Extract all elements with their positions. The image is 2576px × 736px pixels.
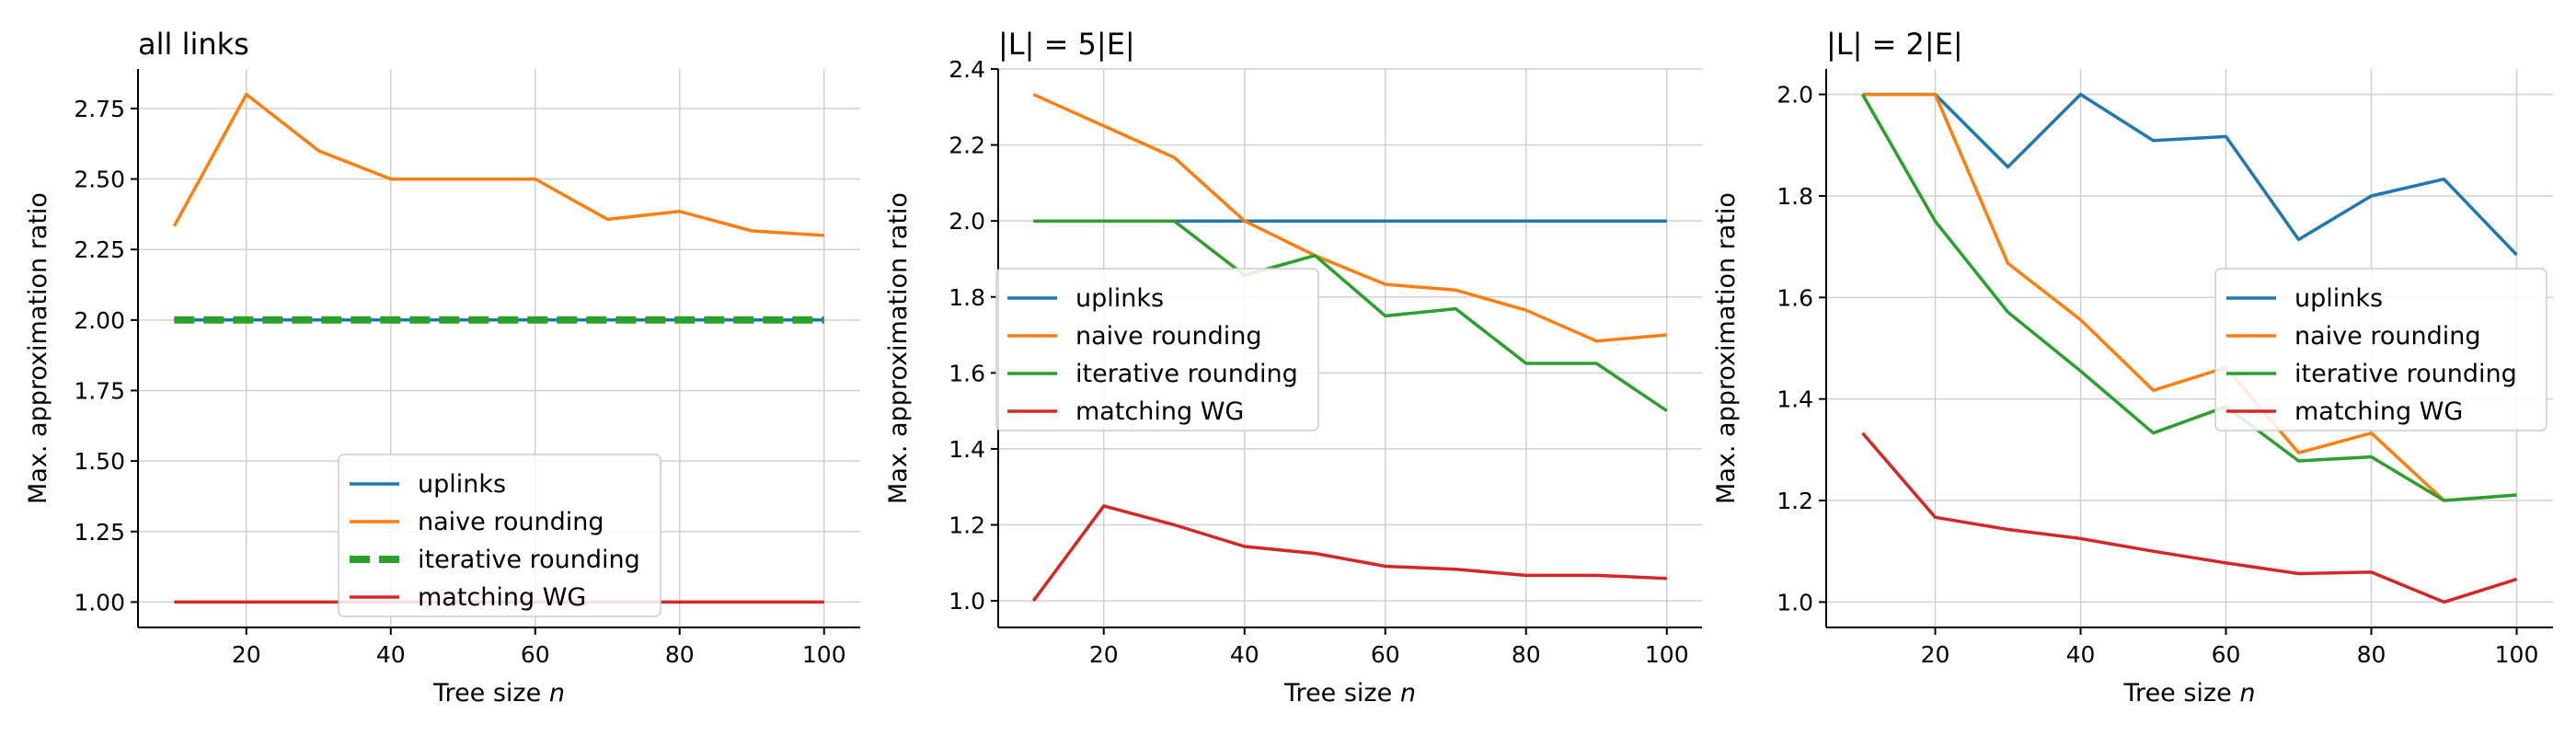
- legend-entry: iterative rounding: [418, 546, 640, 574]
- y-tick-label: 1.4: [1777, 386, 1813, 413]
- legend-entry: naive rounding: [2294, 322, 2480, 351]
- series-line-iterative-rounding: [1033, 219, 1668, 413]
- y-tick-label: 2.25: [74, 236, 125, 263]
- x-tick-label: 20: [1921, 641, 1950, 668]
- x-tick-label: 40: [376, 641, 406, 668]
- y-tick-label: 1.2: [1777, 488, 1813, 514]
- legend-entry: naive rounding: [1075, 322, 1261, 351]
- legend: uplinks naive rounding iterative rounding m…: [995, 268, 1319, 431]
- x-tick-label: 60: [2212, 641, 2241, 668]
- x-axis-label: Tree size n: [432, 679, 565, 707]
- y-tick-label: 2.50: [74, 167, 125, 193]
- x-tick-label: 40: [2066, 641, 2096, 668]
- y-tick-label: 1.25: [74, 519, 125, 546]
- y-tick-label: 1.50: [74, 448, 125, 475]
- x-axis-label-text: Tree size: [2123, 679, 2232, 707]
- series-line-naive-rounding: [1032, 93, 1667, 343]
- y-tick-label: 1.2: [949, 512, 985, 539]
- x-axis-label-variable: n: [2239, 679, 2255, 707]
- x-axis-label-text: Tree size: [432, 679, 541, 707]
- series-line-naive-rounding: [172, 92, 824, 237]
- chart-panel-1: 20 40 60 80 100 1.00 1.25 1.50 1.75 2.00 2.25 2.50 2…: [24, 27, 860, 707]
- y-tick-label: 2.4: [949, 56, 985, 83]
- y-tick-label: 1.6: [1777, 284, 1813, 311]
- legend-entry: iterative rounding: [2294, 360, 2517, 388]
- x-axis-label: Tree size n: [1283, 679, 1416, 707]
- legend-entry: iterative rounding: [1075, 360, 1298, 388]
- x-tick-label: 20: [1089, 641, 1119, 668]
- legend-entry: matching WG: [2294, 397, 2463, 426]
- chart-panel-3: 20 40 60 80 100 1.0 1.2 1.4 1.6 1.8 2.0 |L| = 2|E| T…: [1712, 27, 2553, 707]
- legend-entry: matching WG: [418, 583, 586, 612]
- legend: uplinks naive rounding iterative rounding m…: [338, 454, 661, 617]
- y-tick-label: 1.75: [74, 377, 125, 404]
- x-tick-label: 20: [232, 641, 261, 668]
- legend: uplinks naive rounding iterative rounding m…: [2214, 268, 2547, 431]
- legend-box: [995, 268, 1319, 431]
- series-line-matching-wg: [1031, 504, 1667, 603]
- x-tick-label: 60: [521, 641, 550, 668]
- chart-panel-2: 20 40 60 80 100 1.0 1.2 1.4 1.6 1.8 2.0 2.2 2.4 |L| =…: [884, 27, 1702, 707]
- legend-box: [338, 454, 661, 617]
- legend-entry: uplinks: [418, 470, 506, 499]
- y-tick-label: 2.75: [74, 96, 125, 122]
- x-tick-label: 100: [2495, 641, 2539, 668]
- chart-title: |L| = 2|E|: [1826, 27, 1963, 62]
- y-axis-label: Max. approximation ratio: [24, 192, 52, 504]
- series-line-matching-wg: [1861, 431, 2518, 604]
- y-axis-label: Max. approximation ratio: [1712, 192, 1741, 504]
- y-tick-label: 2.00: [74, 307, 125, 334]
- x-tick-label: 100: [802, 641, 846, 668]
- y-axis-label: Max. approximation ratio: [884, 192, 913, 504]
- y-tick-label: 1.6: [949, 360, 985, 386]
- series-line-naive-rounding: [1862, 92, 2517, 502]
- y-tick-label: 1.0: [1777, 589, 1813, 615]
- y-tick-label: 1.8: [1777, 183, 1813, 210]
- chart-title: all links: [138, 27, 249, 62]
- legend-entry: uplinks: [2294, 284, 2383, 313]
- x-tick-label: 40: [1230, 641, 1259, 668]
- x-axis-label-text: Tree size: [1283, 679, 1392, 707]
- x-tick-label: 80: [2357, 641, 2386, 668]
- x-tick-label: 100: [1645, 641, 1689, 668]
- series-line-uplinks: [1862, 92, 2518, 257]
- legend-entry: uplinks: [1075, 284, 1164, 313]
- y-tick-label: 1.8: [949, 284, 985, 311]
- x-tick-label: 60: [1371, 641, 1400, 668]
- legend-box: [2214, 268, 2547, 431]
- y-tick-label: 2.2: [949, 132, 985, 159]
- y-tick-label: 2.0: [1777, 82, 1813, 109]
- x-axis-label-variable: n: [1400, 679, 1416, 707]
- y-tick-label: 2.0: [949, 208, 985, 235]
- legend-entry: naive rounding: [418, 508, 604, 536]
- x-axis-label: Tree size n: [2123, 679, 2256, 707]
- x-tick-label: 80: [665, 641, 695, 668]
- x-tick-label: 80: [1512, 641, 1541, 668]
- chart-title: |L| = 5|E|: [998, 27, 1135, 62]
- series-line-iterative-rounding: [1860, 93, 2517, 502]
- y-tick-label: 1.4: [949, 436, 985, 463]
- y-tick-label: 1.0: [949, 588, 985, 615]
- y-tick-label: 1.00: [74, 589, 125, 615]
- x-axis-label-variable: n: [549, 679, 565, 707]
- legend-entry: matching WG: [1075, 397, 1244, 426]
